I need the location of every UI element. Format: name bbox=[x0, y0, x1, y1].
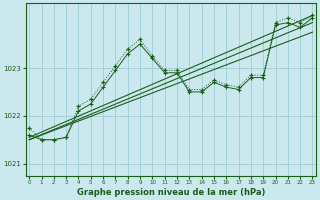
X-axis label: Graphe pression niveau de la mer (hPa): Graphe pression niveau de la mer (hPa) bbox=[77, 188, 265, 197]
